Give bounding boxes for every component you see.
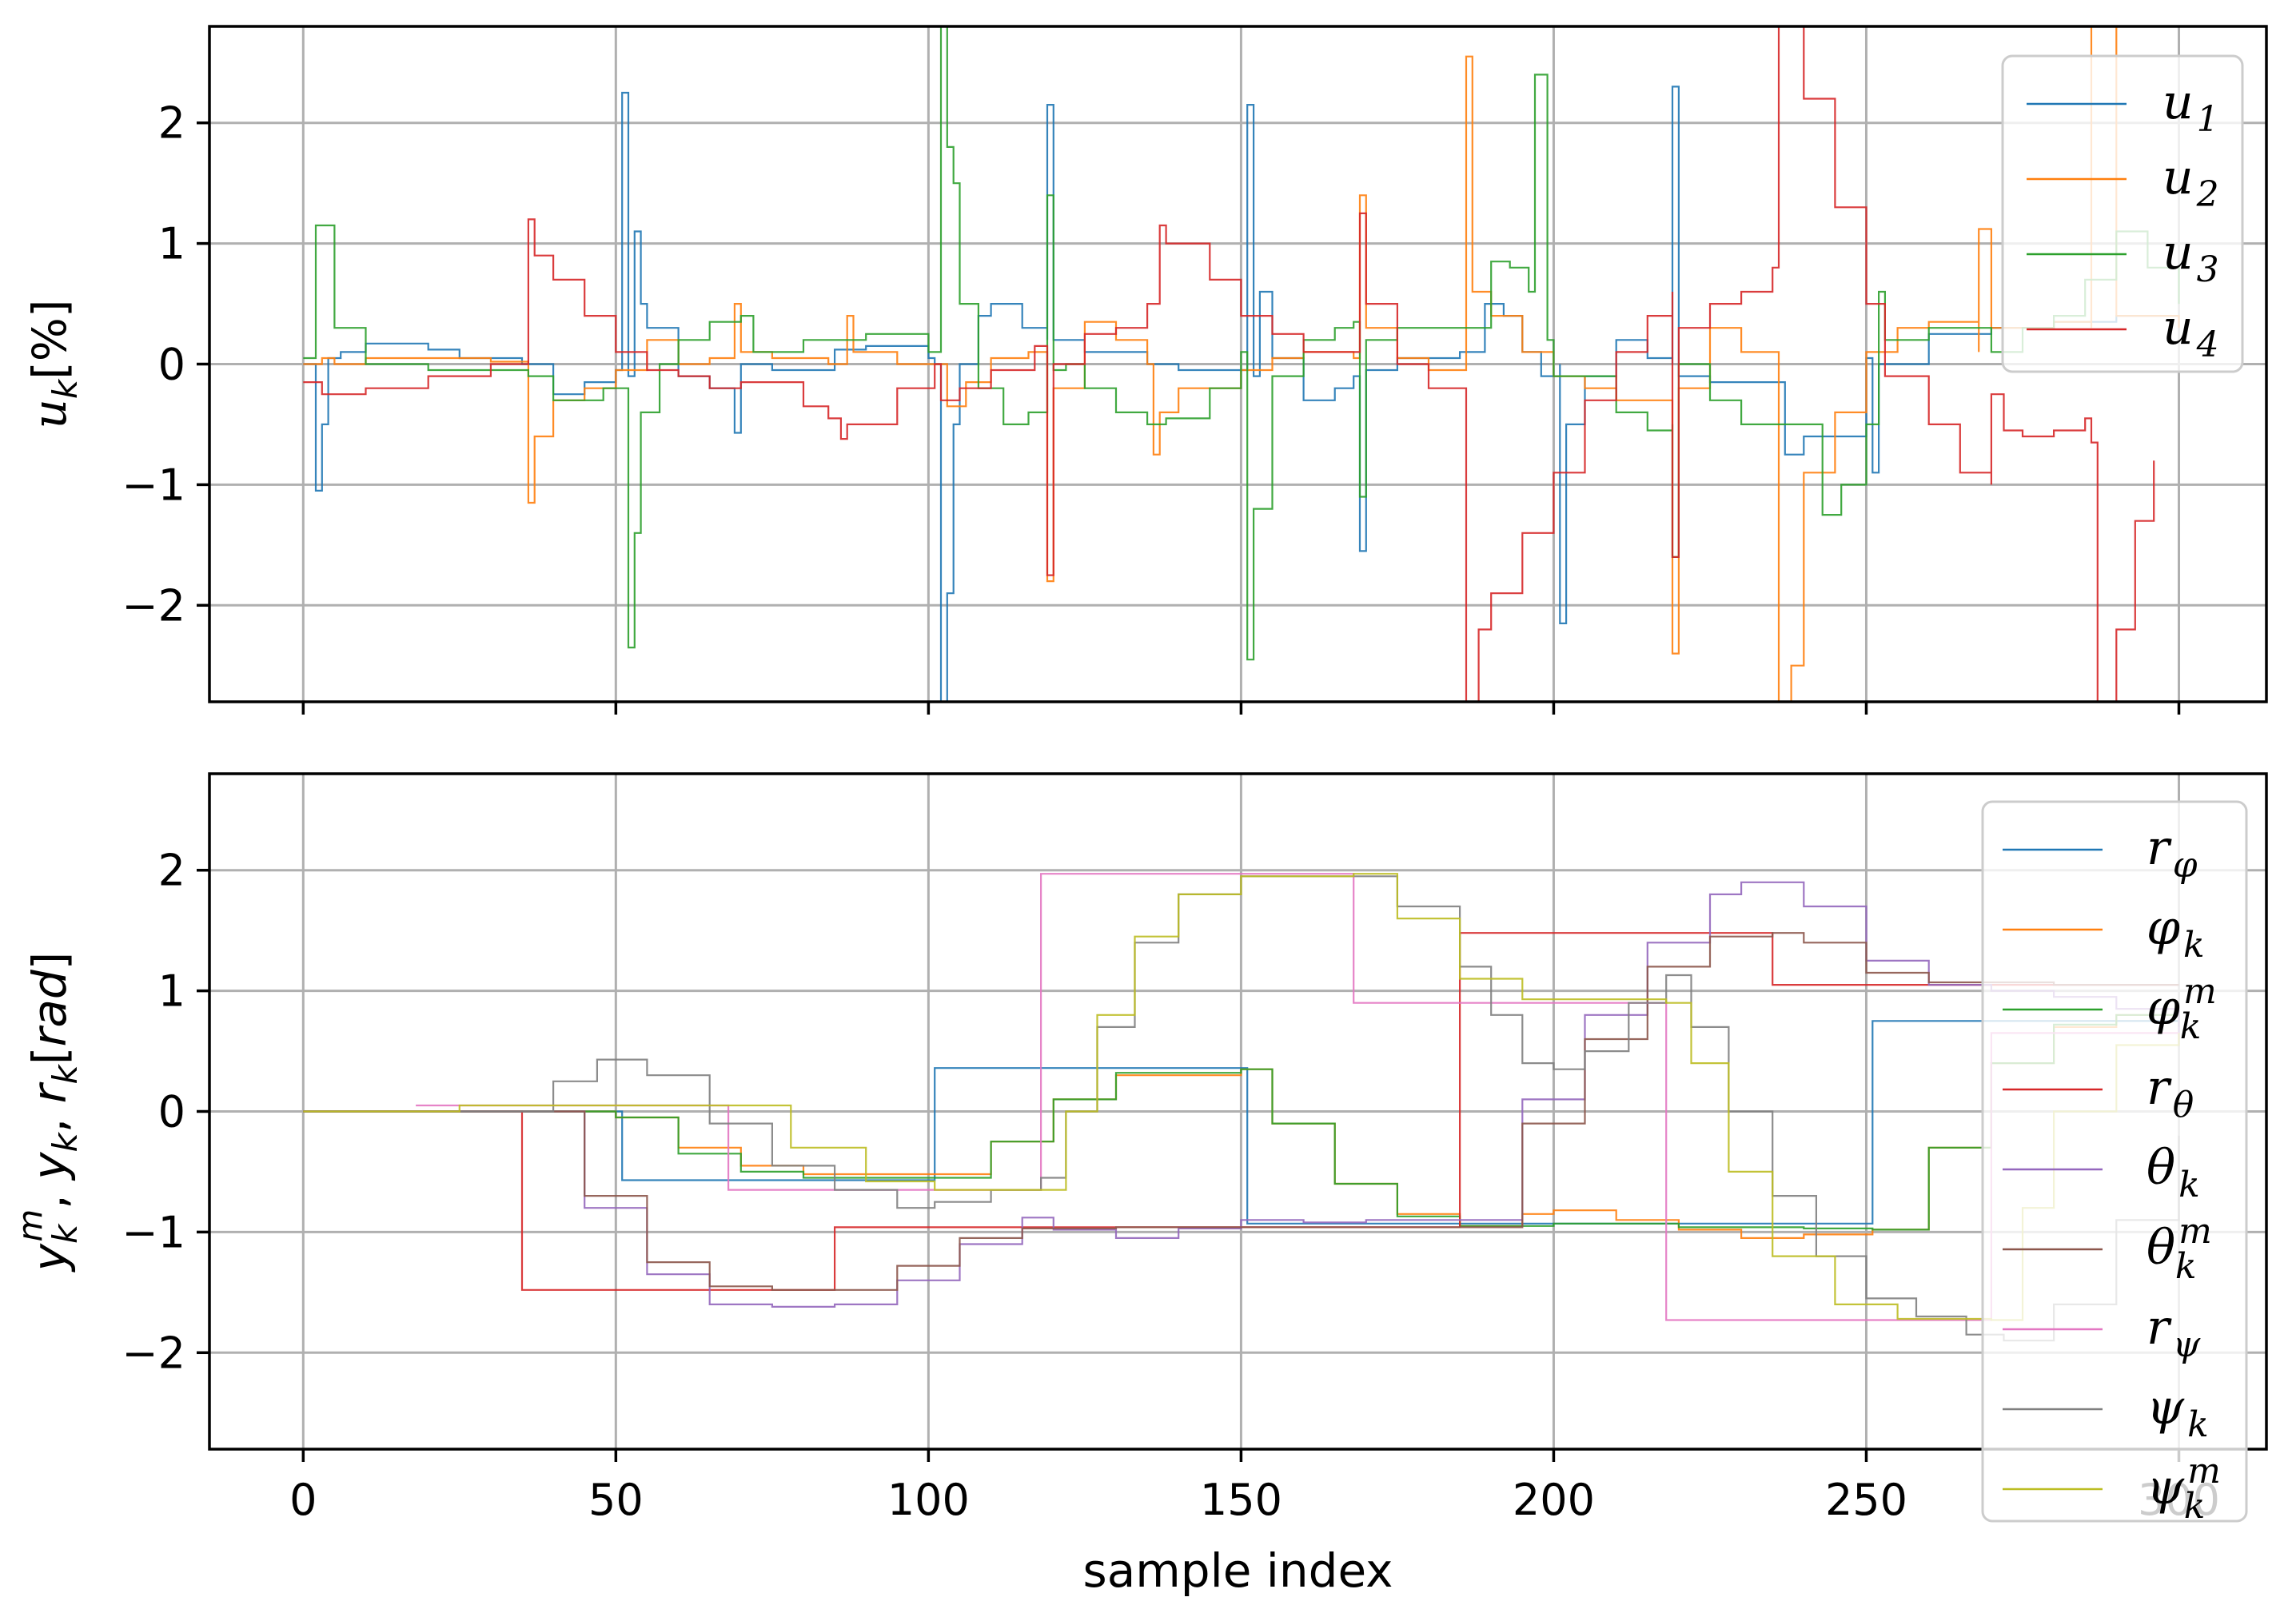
legend-label-0: rφ [2147,820,2198,886]
series-line-1-4 [303,881,2180,1308]
x-tick-label: 250 [1825,1475,1907,1525]
legend-label-base: ψ [2147,1380,2185,1436]
legend-label-sub: θ [2173,1085,2194,1125]
y-tick-label: −1 [122,460,185,510]
legend-label-sub: k [2187,1404,2209,1445]
legend-label-sub: 2 [2196,174,2219,215]
legend-label-base: r [2147,1300,2172,1356]
legend-label-1: φk [2147,900,2205,966]
legend-label-1: u2 [2162,149,2219,215]
legend-label-3: u4 [2162,300,2219,365]
legend-label-sub: k [2178,1165,2200,1205]
legend-label-base: r [2147,820,2172,876]
legend-label-base: r [2147,1060,2172,1116]
y-tick-label: 0 [158,340,185,390]
series-line-1-7 [303,875,2180,1342]
series-line-1-2 [303,1014,2180,1231]
legend-label-0: u1 [2162,74,2219,140]
legend-label-3: rθ [2147,1060,2194,1125]
legend-box [2001,54,2244,373]
legend-label-sub: 4 [2196,325,2219,365]
legend-label-base: u [2162,74,2194,130]
legend-box [1981,800,2248,1523]
legend-label-sup: m [2178,1211,2212,1252]
legend-label-base: ψ [2147,1460,2185,1515]
series-line-0-2 [303,26,2180,661]
legend-label-base: θ [2147,1220,2175,1276]
legend-label-base: u [2162,300,2194,356]
legend-label-4: θk [2147,1140,2200,1205]
legend-label-sub: k [2183,925,2205,966]
legend-label-8: ψm k [2147,1451,2221,1527]
legend-label-sup: m [2187,1451,2221,1492]
y-tick-label: 1 [158,219,185,269]
y-tick-label: 2 [158,846,185,896]
legend-label-sub: φ [2173,845,2198,886]
legend-label-base: φ [2147,980,2180,1036]
series-line-1-6 [416,873,2179,1321]
legend-label-6: rψ [2147,1300,2201,1365]
y-tick-label: 0 [158,1087,185,1137]
x-tick-label: 150 [1200,1475,1282,1525]
legend-label-5: θm k [2147,1211,2212,1287]
x-tick-label: 100 [887,1475,970,1525]
legend-label-7: ψk [2147,1380,2209,1445]
x-tick-label: 200 [1513,1475,1595,1525]
legend-label-sub: k [2180,1006,2202,1047]
legend-label-base: u [2162,149,2194,205]
y-tick-label: 2 [158,98,185,149]
series-line-1-0 [303,1020,2179,1225]
series-line-1-5 [303,932,2179,1291]
legend-label-base: θ [2147,1140,2175,1196]
legend-label-2: φm k [2147,971,2217,1047]
x-tick-label: 0 [289,1475,317,1525]
y-tick-label: −2 [122,1328,185,1378]
legend-label-sub: 1 [2197,99,2219,140]
legend-label-sup: m [2183,971,2217,1012]
legend-label-sub: k [2184,1486,2206,1527]
legend-label-2: u3 [2162,225,2219,290]
y-axis-label: uk[%] [22,299,85,428]
series-line-0-3 [303,26,2155,702]
y-tick-label: −2 [122,580,185,631]
y-tick-label: 1 [158,966,185,1017]
legend-label-base: u [2162,225,2194,281]
series-group [303,26,2180,702]
legend-label-sub: 3 [2197,249,2219,290]
legend-label-sub: ψ [2173,1324,2201,1365]
legend-label-base: φ [2147,900,2180,956]
x-tick-label: 50 [588,1475,644,1525]
y-axis-label: ykm, yk, rk[rad] [10,952,85,1273]
y-tick-label: −1 [122,1207,185,1257]
legend-label-sub: k [2175,1246,2197,1287]
x-axis-label: sample index [1083,1543,1393,1598]
